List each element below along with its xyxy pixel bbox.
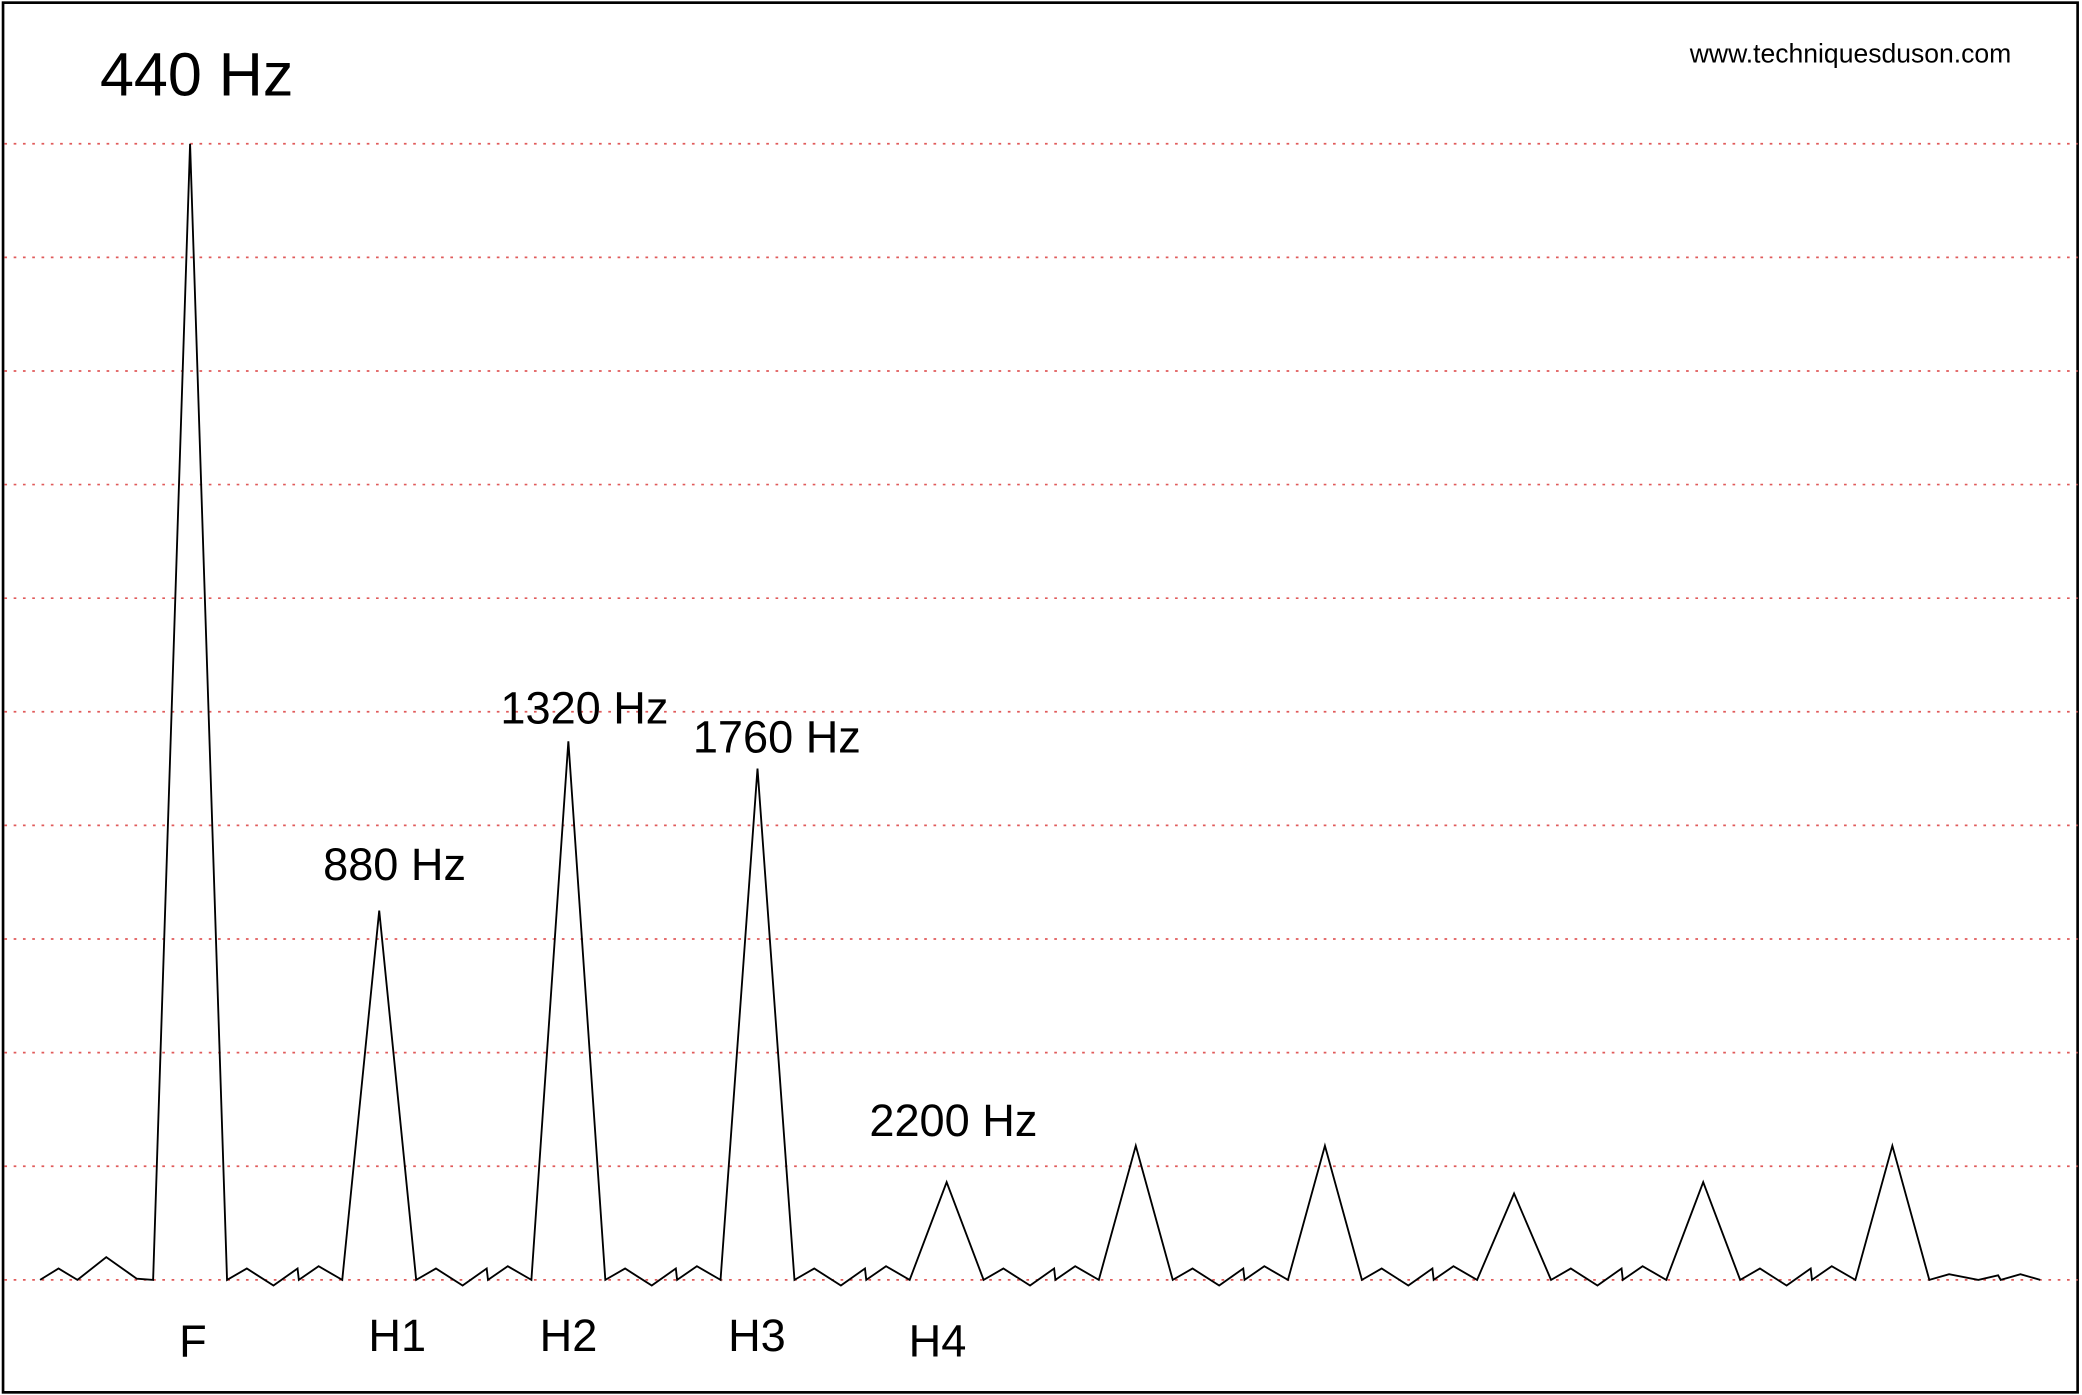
harmonic-label: H2 xyxy=(540,1310,598,1361)
peak-label: 1760 Hz xyxy=(693,712,861,763)
harmonic-label: F xyxy=(179,1316,207,1367)
watermark: www.techniquesduson.com xyxy=(1689,38,2012,68)
peak-label: 880 Hz xyxy=(323,839,466,890)
spectrum-line xyxy=(39,143,2041,1287)
peak-label: 440 Hz xyxy=(100,41,293,109)
peak-label: 2200 Hz xyxy=(869,1095,1037,1146)
peak-label: 1320 Hz xyxy=(500,682,668,733)
harmonic-label: H3 xyxy=(728,1310,786,1361)
harmonic-label: H4 xyxy=(909,1316,967,1367)
harmonic-label: H1 xyxy=(368,1310,426,1361)
